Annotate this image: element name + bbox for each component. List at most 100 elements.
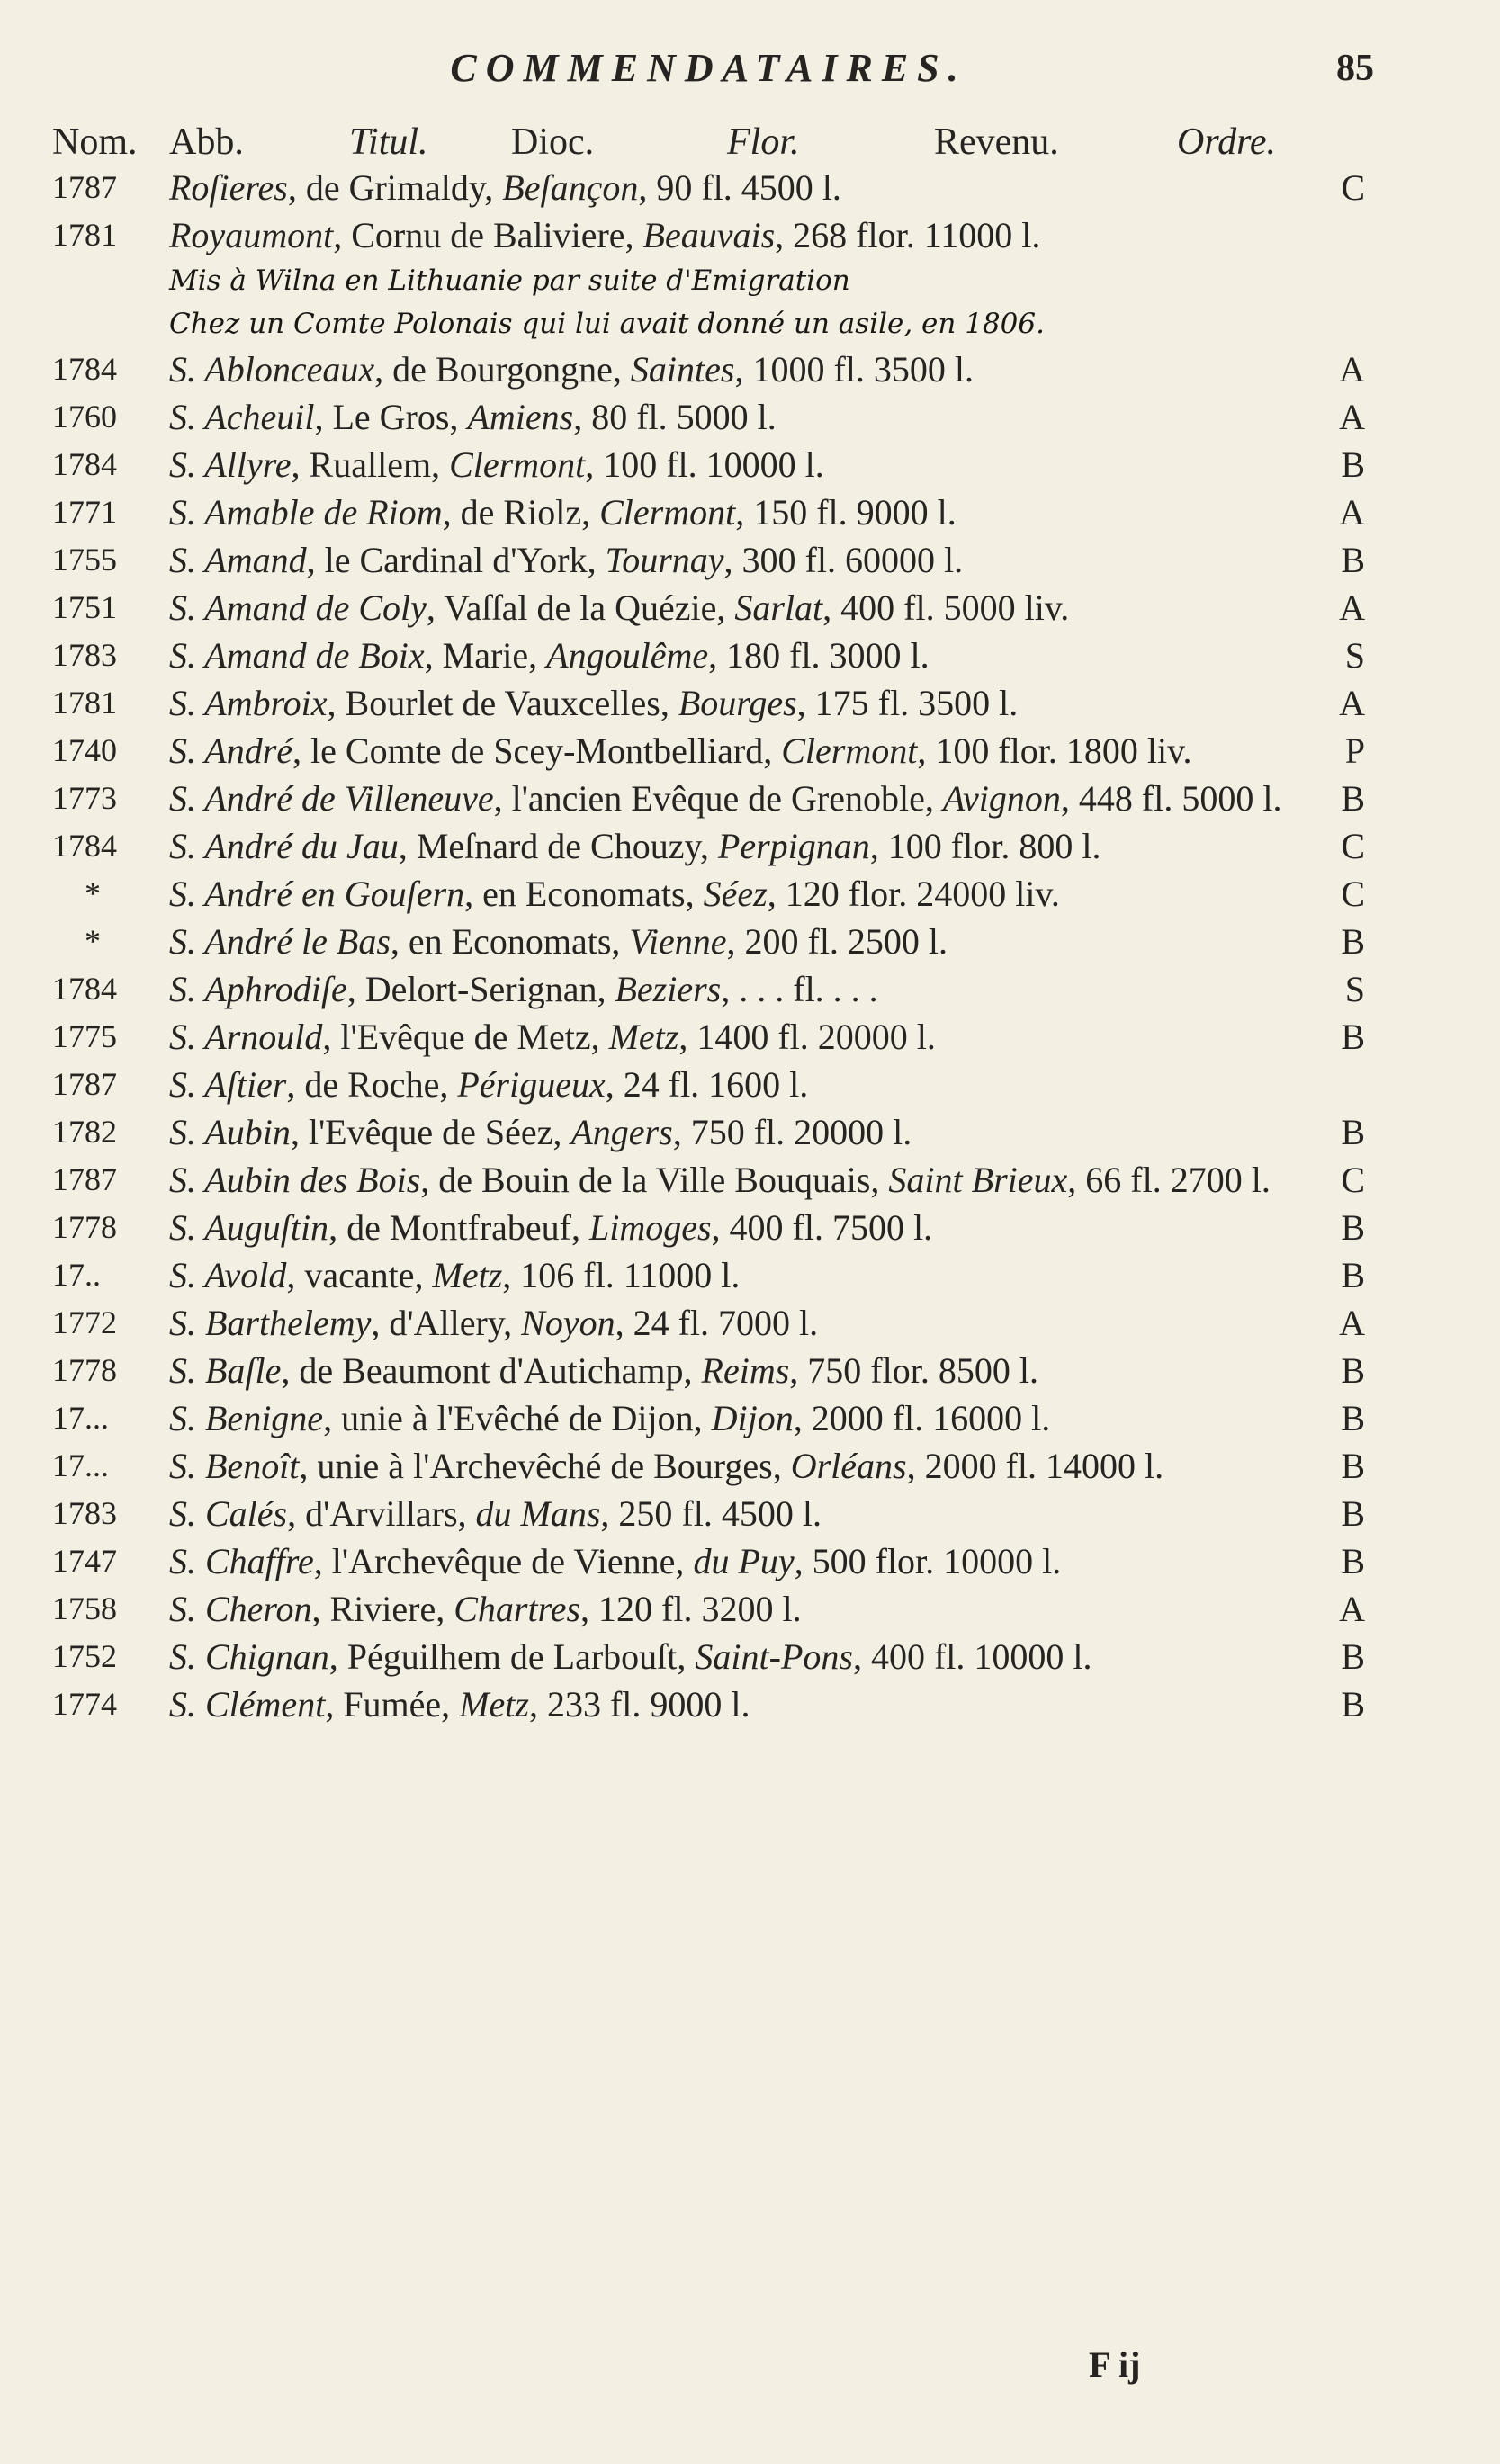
entry-segment: , de Beaumont d'Autichamp, xyxy=(281,1350,702,1391)
entry: 1782 S. Aubin, l'Evêque de Séez, Angers, … xyxy=(52,1108,1365,1156)
entry-segment: S. Avold xyxy=(169,1255,287,1295)
entry-segment: , de Riolz, xyxy=(442,492,600,533)
entry-segment: , Vaſſal de la Quézie, xyxy=(426,587,735,628)
entry-segment: , 66 fl. 2700 l. xyxy=(1067,1160,1271,1200)
entry-order: B xyxy=(1341,1446,1365,1486)
entry-segment: S. André en Gouſern xyxy=(169,874,465,914)
entry-order: B xyxy=(1341,444,1365,485)
entry-segment: , l'Evêque de Séez, xyxy=(290,1112,571,1152)
entry-segment: S. Auguſtin xyxy=(169,1207,329,1248)
entry-segment: , Riviere, xyxy=(311,1589,454,1629)
entry: 1781 Royaumont, Cornu de Baliviere, Beauv… xyxy=(52,211,1365,259)
entry-segment: , de Bourgongne, xyxy=(374,349,631,390)
entry-segment: , unie à l'Archevêché de Bourges, xyxy=(299,1446,791,1486)
entry-segment: , de Grimaldy, xyxy=(287,167,503,208)
entry-segment: S. Acheuil xyxy=(169,397,315,437)
entry-year: 1740 xyxy=(52,732,117,768)
entry-order: B xyxy=(1341,921,1365,962)
entry-segment: Royaumont xyxy=(169,215,334,255)
entry-year: 1784 xyxy=(52,971,117,1007)
entry-segment: S. Benigne xyxy=(169,1398,324,1438)
entry-segment: Avignon xyxy=(942,778,1061,819)
entry-segment: , en Economats, xyxy=(390,921,630,962)
entry: 1747 S. Chaffre, l'Archevêque de Vienne, … xyxy=(52,1537,1365,1585)
entry-year: 1787 xyxy=(52,169,117,205)
entry-segment: , l'Evêque de Metz, xyxy=(322,1017,609,1057)
entry: 1784 S. André du Jau, Meſnard de Chouzy, … xyxy=(52,822,1365,870)
entry-year: 1783 xyxy=(52,1495,117,1531)
entry-segment: Saint Brieux xyxy=(888,1160,1068,1200)
entry-segment: S. Aſtier xyxy=(169,1064,287,1105)
entry-segment: S. André xyxy=(169,730,293,771)
entry-text: S. Ablonceaux, de Bourgongne, Saintes, 1… xyxy=(169,345,1365,393)
entry-text: S. Aubin des Bois, de Bouin de la Ville … xyxy=(169,1156,1365,1204)
entry-segment: Angers xyxy=(570,1112,673,1152)
entry-segment: , d'Allery, xyxy=(371,1303,522,1343)
entry-segment: , 400 fl. 10000 l. xyxy=(852,1636,1092,1677)
entry-year: 1747 xyxy=(52,1543,117,1579)
entry-segment: Saintes xyxy=(630,349,735,390)
entry-order: A xyxy=(1339,349,1365,390)
entry-year: 1784 xyxy=(52,351,117,387)
entry-year: 17... xyxy=(52,1447,109,1483)
entry: 1784 S. Allyre, Ruallem, Clermont, 100 fl… xyxy=(52,441,1365,488)
entry-segment: , vacante, xyxy=(286,1255,433,1295)
entry-order: B xyxy=(1341,1684,1365,1725)
entry-order: B xyxy=(1341,1398,1365,1438)
entry: 1781 S. Ambroix, Bourlet de Vauxcelles, B… xyxy=(52,679,1365,727)
entry-segment: , 250 fl. 4500 l. xyxy=(600,1493,822,1534)
entry-text: S. Aſtier, de Roche, Périgueux, 24 fl. 1… xyxy=(169,1061,1365,1108)
entry-text: S. Baſle, de Beaumont d'Autichamp, Reims… xyxy=(169,1347,1365,1394)
entry: 1778 S. Auguſtin, de Montfrabeuf, Limoges… xyxy=(52,1204,1365,1251)
entry-text: S. Amand, le Cardinal d'York, Tournay, 3… xyxy=(169,536,1365,584)
entry-segment: , 750 fl. 20000 l. xyxy=(672,1112,912,1152)
entry-segment: Reims xyxy=(701,1350,790,1391)
entry-segment: S. Amable de Riom xyxy=(169,492,443,533)
entry-segment: , d'Arvillars, xyxy=(287,1493,476,1534)
entry-order: C xyxy=(1341,1160,1365,1200)
entry-year: 1772 xyxy=(52,1304,117,1340)
entry-order: C xyxy=(1341,874,1365,914)
entry-text: S. Amable de Riom, de Riolz, Clermont, 1… xyxy=(169,488,1365,536)
entry-segment: , 180 fl. 3000 l. xyxy=(708,635,930,676)
entry-order: A xyxy=(1339,492,1365,533)
entry-segment: Noyon xyxy=(521,1303,615,1343)
note-line: Chez un Comte Polonais qui lui avait don… xyxy=(169,308,1045,340)
entry-segment: , 106 fl. 11000 l. xyxy=(502,1255,741,1295)
entry-segment: Clermont xyxy=(449,444,586,485)
entry-segment: , 300 fl. 60000 l. xyxy=(723,540,964,580)
entry-segment: Limoges xyxy=(588,1207,712,1248)
entry-list: 1787 Roſieres, de Grimaldy, Beſançon, 90 … xyxy=(52,164,1365,1728)
entry-segment: , 1400 fl. 20000 l. xyxy=(678,1017,936,1057)
entry-order: A xyxy=(1339,397,1365,437)
entry-year: 1755 xyxy=(52,542,117,578)
entry-segment: S. Allyre xyxy=(169,444,292,485)
entry-order: B xyxy=(1341,1255,1365,1295)
entry-text: S. Auguſtin, de Montfrabeuf, Limoges, 40… xyxy=(169,1204,1365,1251)
entry-segment: Amiens xyxy=(467,397,574,437)
entry-order: B xyxy=(1341,1017,1365,1057)
entry-segment: S. Amand de Boix xyxy=(169,635,425,676)
entry-segment: Périgueux xyxy=(457,1064,606,1105)
entry-segment: S. Benoît xyxy=(169,1446,300,1486)
entry-segment: Séez xyxy=(703,874,768,914)
entry-year: 1778 xyxy=(52,1352,117,1388)
entry-text: S. Ambroix, Bourlet de Vauxcelles, Bourg… xyxy=(169,679,1365,727)
entry: 1771 S. Amable de Riom, de Riolz, Clermon… xyxy=(52,488,1365,536)
entry-segment: , . . . fl. . . . xyxy=(721,969,878,1009)
entry-year: 1760 xyxy=(52,399,117,435)
entry-segment: , Ruallem, xyxy=(291,444,450,485)
entry-segment: S. Aubin des Bois xyxy=(169,1160,421,1200)
handwritten-note: Mis à Wilna en Lithuanie par suite d'Emi… xyxy=(52,259,1365,345)
entry-segment: , en Economats, xyxy=(464,874,704,914)
entry-segment: Roſieres xyxy=(169,167,288,208)
entry-segment: S. Clément xyxy=(169,1684,326,1725)
entry-text: S. Arnould, l'Evêque de Metz, Metz, 1400… xyxy=(169,1013,1365,1061)
entry-segment: , Fumée, xyxy=(325,1684,460,1725)
entry: 1783 S. Calés, d'Arvillars, du Mans, 250 … xyxy=(52,1490,1365,1537)
entry-segment: S. Ablonceaux xyxy=(169,349,375,390)
column-header: Flor. xyxy=(727,121,800,163)
entry-segment: , Delort-Serignan, xyxy=(346,969,615,1009)
